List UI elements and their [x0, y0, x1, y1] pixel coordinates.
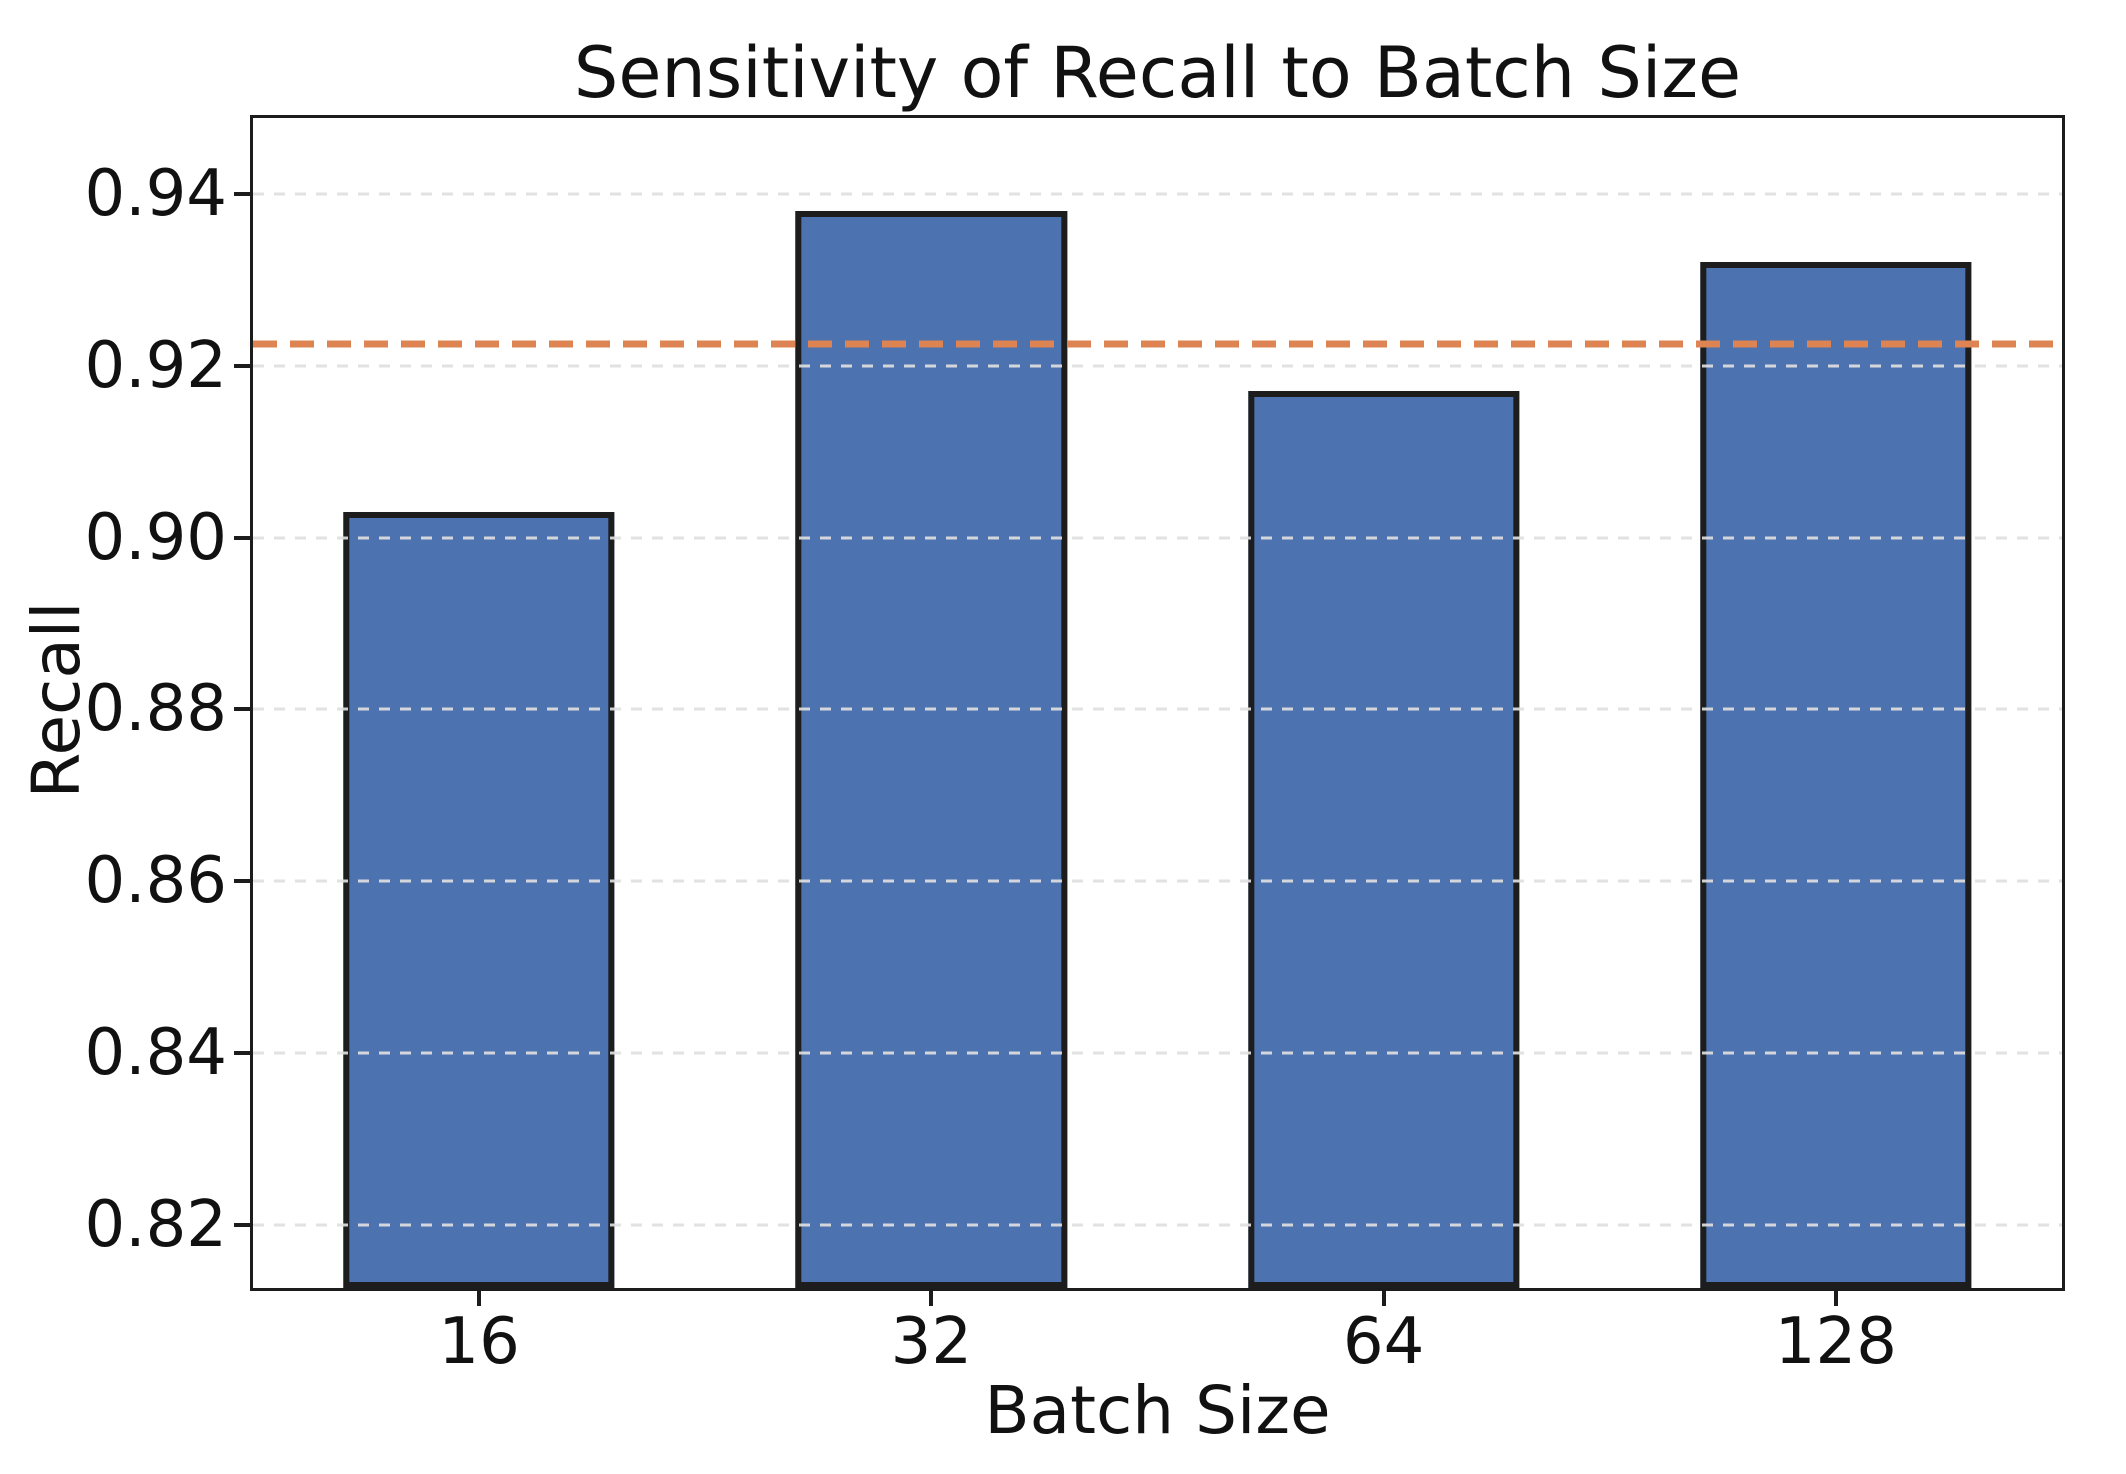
- gridline: [253, 536, 2062, 539]
- gridline: [253, 1223, 2062, 1227]
- y-tick-label: 0.86: [84, 844, 228, 919]
- x-tick-mark: [929, 1291, 934, 1306]
- y-tick-mark: [234, 535, 250, 540]
- x-tick-mark: [1833, 1291, 1838, 1306]
- plot-area: 0.82 0.84 0.86 0.88 0.90 0.92 0.94 16 32 64 128: [85, 115, 2065, 1374]
- y-tick-label: 0.82: [84, 1188, 228, 1263]
- y-tick-mark: [234, 1223, 250, 1228]
- gridline: [253, 364, 2062, 368]
- grid-layer: [253, 118, 2062, 1288]
- x-tick-label: 128: [1774, 1305, 1897, 1379]
- gridline: [253, 1051, 2062, 1055]
- bar-batch-32: [795, 210, 1068, 1288]
- gridline: [253, 192, 2062, 196]
- y-tick-mark: [234, 191, 250, 196]
- y-tick-mark: [234, 879, 250, 884]
- chart-title: Sensitivity of Recall to Batch Size: [573, 32, 1742, 114]
- x-tick-label: 16: [438, 1305, 520, 1379]
- bars-layer: [253, 118, 2062, 1288]
- y-tick-label: 0.88: [84, 672, 228, 747]
- y-tick-label: 0.92: [84, 328, 228, 403]
- bar-batch-64: [1247, 391, 1520, 1288]
- gridline: [253, 879, 2062, 883]
- mean-reference-line: [253, 340, 2062, 348]
- x-tick-mark: [1381, 1291, 1386, 1306]
- x-tick-mark: [477, 1291, 482, 1306]
- gridline: [253, 707, 2062, 711]
- x-tick-label: 64: [1342, 1305, 1425, 1379]
- y-tick-label: 0.90: [84, 500, 228, 575]
- y-tick-label: 0.94: [84, 156, 228, 231]
- y-tick-mark: [234, 1051, 250, 1056]
- axis-layer: 0.82 0.84 0.86 0.88 0.90 0.92 0.94 16 32 64 128: [85, 118, 2062, 1374]
- y-tick-label: 0.84: [84, 1016, 228, 1091]
- y-tick-mark: [234, 363, 250, 368]
- bar-batch-16: [343, 511, 615, 1288]
- y-tick-mark: [234, 707, 250, 712]
- x-axis-label: Batch Size: [984, 1372, 1331, 1449]
- bar-batch-128: [1700, 262, 1972, 1288]
- x-tick-label: 32: [890, 1305, 973, 1379]
- y-axis-label: Recall: [18, 601, 95, 799]
